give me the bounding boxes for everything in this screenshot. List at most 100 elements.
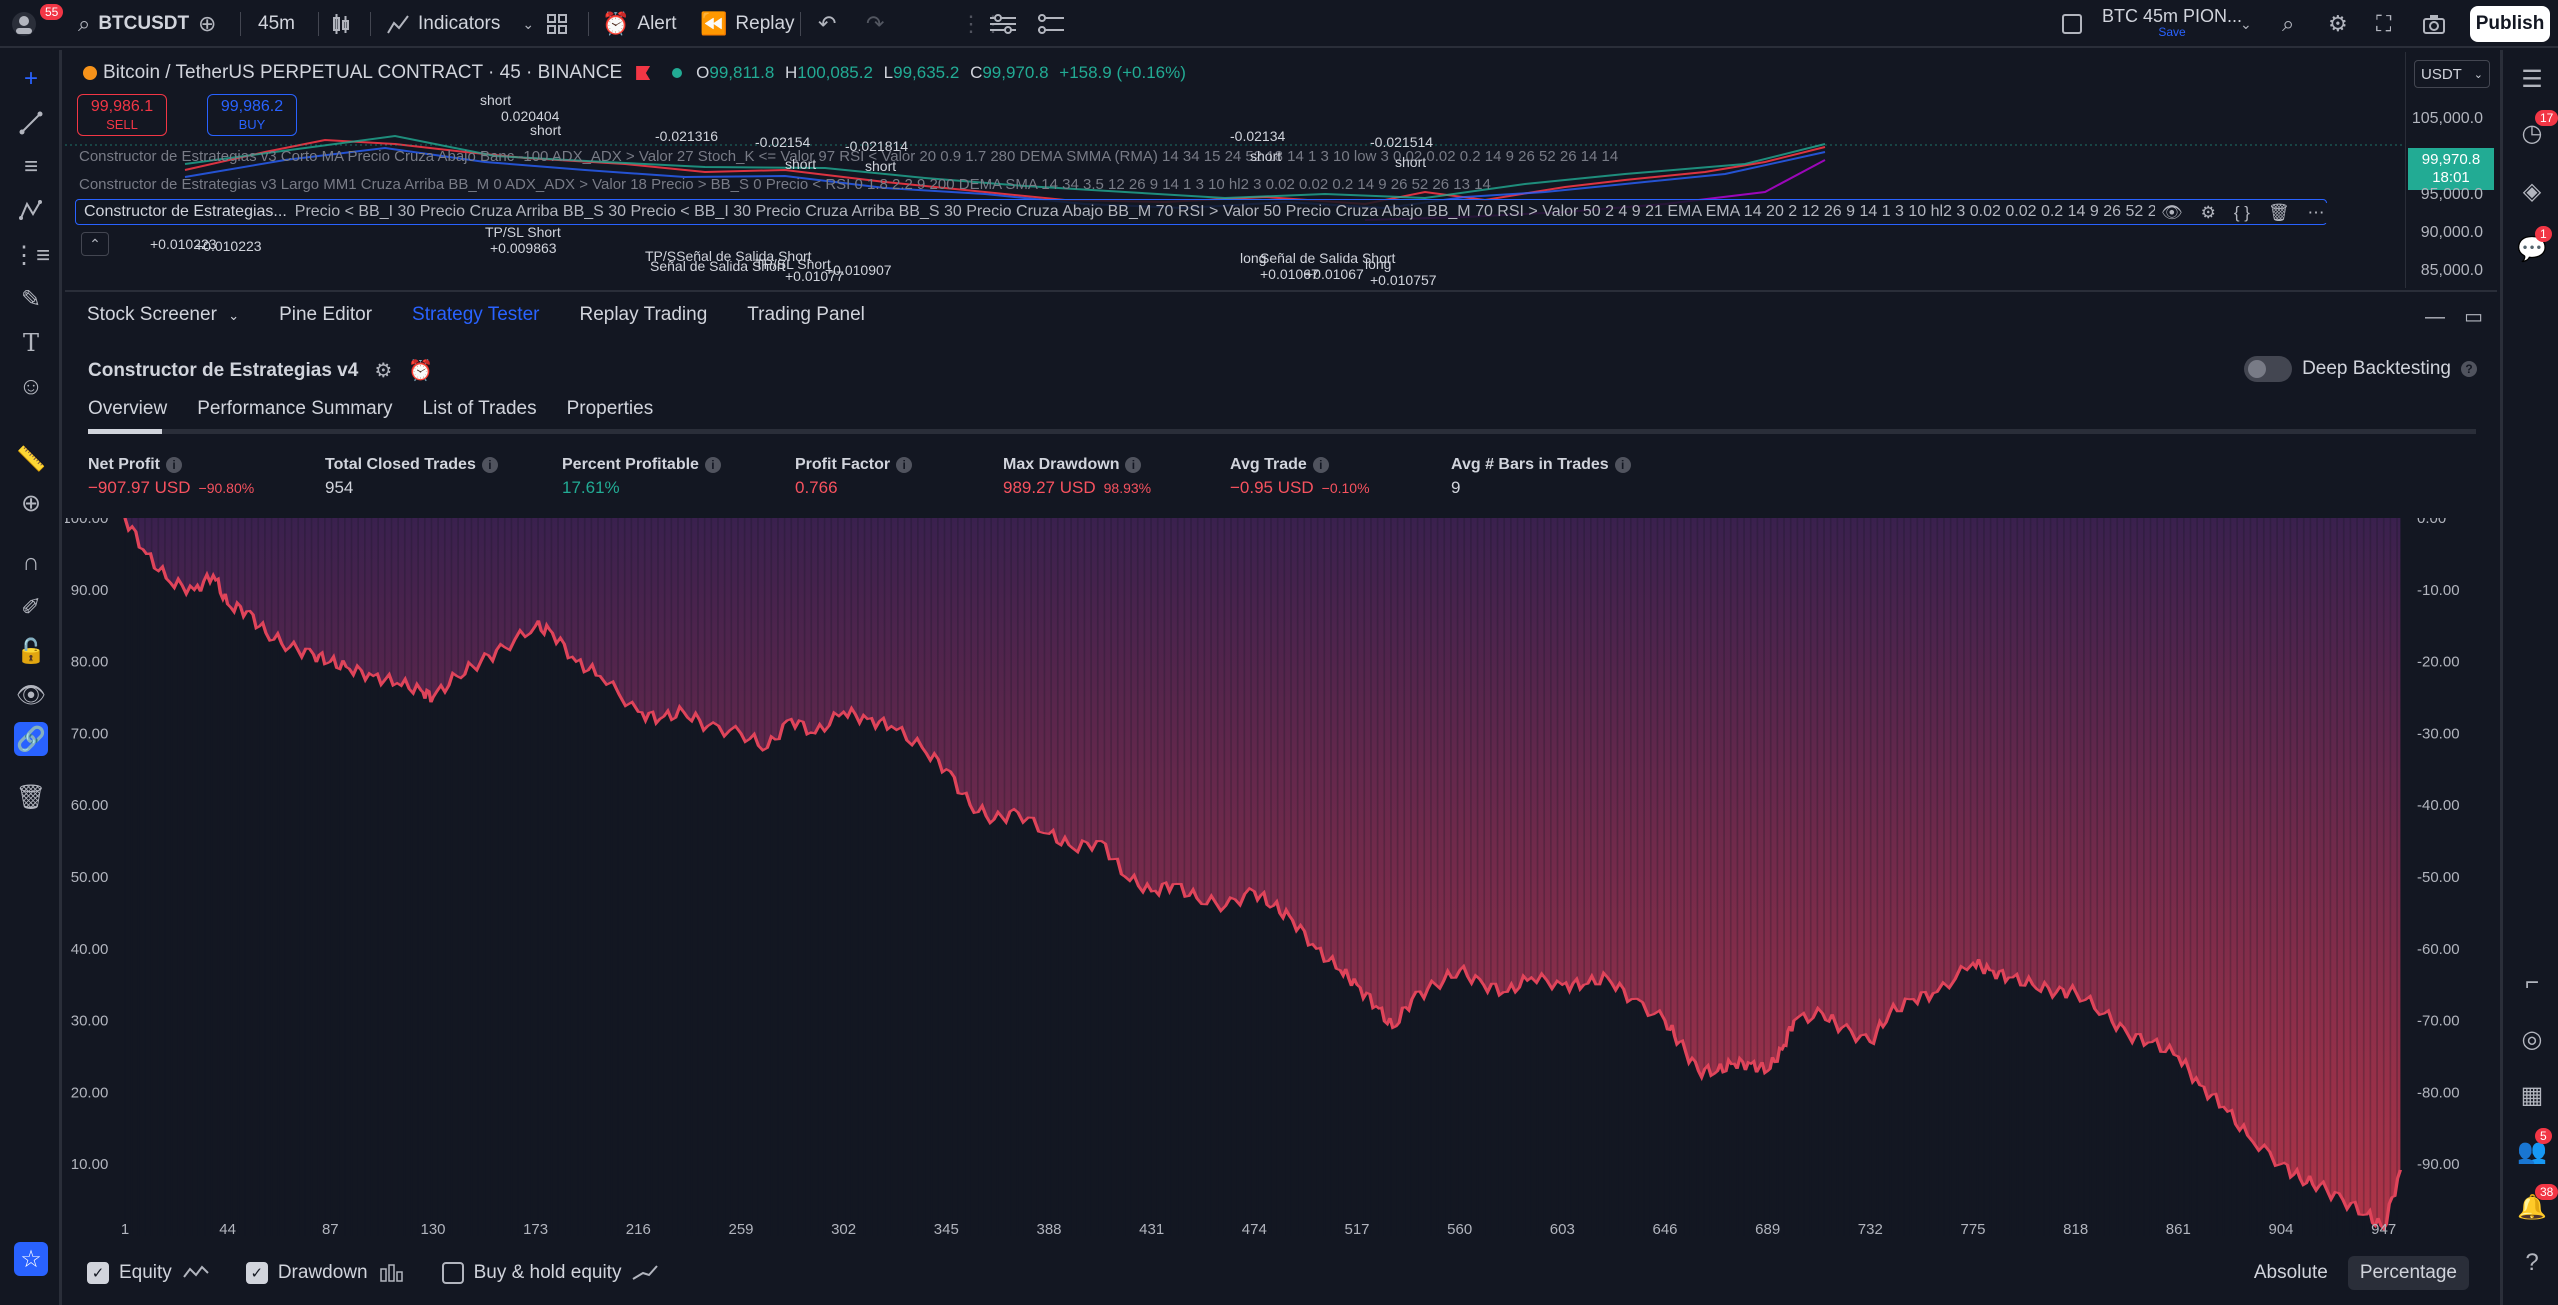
info-icon[interactable]: i (166, 457, 182, 473)
subtab-properties[interactable]: Properties (566, 398, 654, 419)
x-tick: 216 (626, 1221, 651, 1238)
trash-icon[interactable]: 🗑 (2267, 203, 2290, 222)
tab-trading-panel[interactable]: Trading Panel (747, 304, 865, 325)
chats-button[interactable]: 💬 1 (2515, 226, 2552, 266)
collapse-legend-button[interactable]: ⌃ (81, 232, 109, 256)
tab-strategy-tester[interactable]: Strategy Tester (412, 304, 540, 325)
strategy-settings-icon[interactable]: ⚙ (374, 360, 393, 382)
buy-button[interactable]: 99,986.2 BUY (207, 94, 297, 136)
info-icon[interactable]: i (1614, 457, 1631, 473)
replay-button[interactable]: ⏪ Replay (700, 8, 795, 40)
x-tick: 689 (1755, 1221, 1780, 1238)
eye-icon[interactable]: 👁 (2161, 203, 2183, 222)
indicator-legend-1[interactable]: Constructor de Estrategias v3 Corto MA P… (79, 148, 1619, 165)
maximize-panel-button[interactable]: ▭ (2464, 304, 2483, 329)
deep-backtesting-toggle[interactable] (2244, 356, 2293, 382)
subtab-overview[interactable]: Overview (88, 398, 168, 419)
indicators-button[interactable]: Indicators ⌄ (386, 8, 534, 40)
equity-toggle[interactable]: ✓ Equity (87, 1262, 210, 1284)
magnifier-icon: ⌕ (2282, 11, 2295, 36)
layout-name-button[interactable]: BTC 45m PION... Save (2102, 6, 2242, 42)
alerts-button[interactable]: ◷ 17 (2515, 110, 2558, 150)
favorites-tool[interactable]: ☆ (14, 1242, 48, 1276)
user-avatar[interactable]: 55 (10, 4, 64, 40)
metric-2: Percent Profitable i 17.61% (562, 456, 721, 498)
text-tool[interactable]: T (14, 326, 48, 360)
info-icon[interactable]: i (481, 457, 498, 473)
sell-button[interactable]: 99,986.1 SELL (77, 94, 167, 136)
percentage-button[interactable]: Percentage (2347, 1256, 2469, 1290)
add-alert-icon[interactable]: ⏰ (408, 360, 434, 382)
info-icon[interactable]: ? (2461, 361, 2477, 377)
tab-stock-screener[interactable]: Stock Screener ⌄ (87, 304, 240, 325)
info-icon[interactable]: i (896, 457, 913, 473)
sync-drawings-tool[interactable]: 🔗 (14, 722, 48, 756)
lock-drawings-tool[interactable]: 🔓 (14, 634, 48, 668)
trading-button[interactable]: ⌐ (2515, 966, 2549, 1000)
publish-button[interactable]: Publish (2470, 6, 2550, 42)
object-tree-button[interactable] (988, 8, 1018, 40)
measure-tool[interactable]: 📏 (14, 442, 48, 476)
calendar-button[interactable]: ▦ (2515, 1078, 2549, 1112)
help-button[interactable]: ? (2515, 1246, 2549, 1280)
hide-drawings-tool[interactable]: 👁 (14, 678, 48, 712)
layout-select-checkbox[interactable] (2060, 8, 2084, 40)
zoom-tool[interactable]: ⊕ (14, 486, 48, 520)
brush-tool[interactable]: ✎ (14, 282, 48, 316)
info-icon[interactable]: i (1125, 457, 1142, 473)
pattern-tool[interactable] (14, 194, 48, 228)
magnet-tool[interactable]: ∩ (14, 546, 48, 580)
indicator-legend-3[interactable]: Constructor de Estrategias... Precio < B… (75, 199, 2327, 225)
chevron-down-icon[interactable]: ⌄ (522, 16, 535, 32)
trend-line-tool[interactable] (14, 106, 48, 140)
tab-replay-trading[interactable]: Replay Trading (579, 304, 708, 325)
data-window-button[interactable] (1036, 8, 1066, 40)
flag-icon[interactable] (636, 66, 651, 80)
drawdown-toggle[interactable]: ✓ Drawdown (245, 1262, 406, 1284)
subtab-list-of-trades[interactable]: List of Trades (422, 398, 537, 419)
layout-menu-chevron[interactable]: ⌄ (2240, 8, 2252, 40)
symbol-search[interactable]: ⌕ BTCUSDT (78, 8, 189, 40)
checkbox-empty-icon (441, 1262, 464, 1284)
interval-button[interactable]: 45m (258, 13, 295, 34)
community-button[interactable]: 👥 5 (2515, 1128, 2552, 1168)
info-icon[interactable]: i (1312, 457, 1329, 473)
info-icon[interactable]: i (704, 457, 721, 473)
layouts-button[interactable] (546, 8, 568, 40)
absolute-button[interactable]: Absolute (2253, 1262, 2328, 1283)
settings-button[interactable]: ⚙ (2328, 8, 2348, 40)
minimize-panel-button[interactable]: — (2425, 306, 2445, 329)
screenshot-button[interactable] (2422, 8, 2446, 40)
more-icon[interactable]: ⋯ (2307, 203, 2325, 222)
object-tree-panel-button[interactable]: ◈ (2515, 174, 2549, 208)
subtab-performance-summary[interactable]: Performance Summary (197, 398, 393, 419)
toolbar-divider (318, 12, 319, 36)
redo-button[interactable]: ↷ (866, 8, 884, 40)
alert-button[interactable]: ⏰ Alert (602, 8, 676, 40)
notifications-button[interactable]: 🔔 38 (2515, 1184, 2558, 1224)
main-chart[interactable]: Bitcoin / TetherUS PERPETUAL CONTRACT · … (65, 52, 2497, 288)
chart-type-button[interactable] (330, 8, 352, 40)
target-button[interactable]: ◎ (2515, 1022, 2549, 1056)
stay-drawing-tool[interactable]: ✐ (14, 590, 48, 624)
price-axis[interactable]: USDT ⌄ 105,000.0 99,970.8 18:01 95,000.0 … (2405, 52, 2495, 288)
equity-chart[interactable] (65, 518, 2497, 1248)
code-braces-icon[interactable]: { } (2233, 203, 2250, 222)
fib-tool[interactable]: ≡ (14, 150, 48, 184)
icon-tool[interactable]: ☺ (14, 370, 48, 404)
tab-pine-editor[interactable]: Pine Editor (279, 304, 373, 325)
undo-button[interactable]: ↶ (818, 8, 836, 40)
compare-add-button[interactable]: ⊕ (198, 8, 216, 40)
buy-hold-toggle[interactable]: Buy & hold equity (441, 1262, 660, 1284)
remove-drawings-tool[interactable]: 🗑 (14, 780, 48, 814)
fullscreen-button[interactable]: ⛶ (2376, 8, 2391, 40)
prediction-tool[interactable]: ⋮≡ (12, 238, 50, 272)
crosshair-tool[interactable]: + (14, 62, 48, 96)
gear-icon[interactable]: ⚙ (2200, 203, 2216, 222)
symbol-title[interactable]: Bitcoin / TetherUS PERPETUAL CONTRACT · … (83, 62, 622, 84)
watchlist-button[interactable]: ☰ (2515, 62, 2549, 96)
quick-search-button[interactable]: ⌕ (2282, 8, 2294, 40)
indicator-legend-2[interactable]: Constructor de Estrategias v3 Largo MM1 … (79, 176, 1491, 193)
currency-select[interactable]: USDT ⌄ (2414, 60, 2490, 88)
y-tick-left: 40.00 (71, 941, 109, 958)
